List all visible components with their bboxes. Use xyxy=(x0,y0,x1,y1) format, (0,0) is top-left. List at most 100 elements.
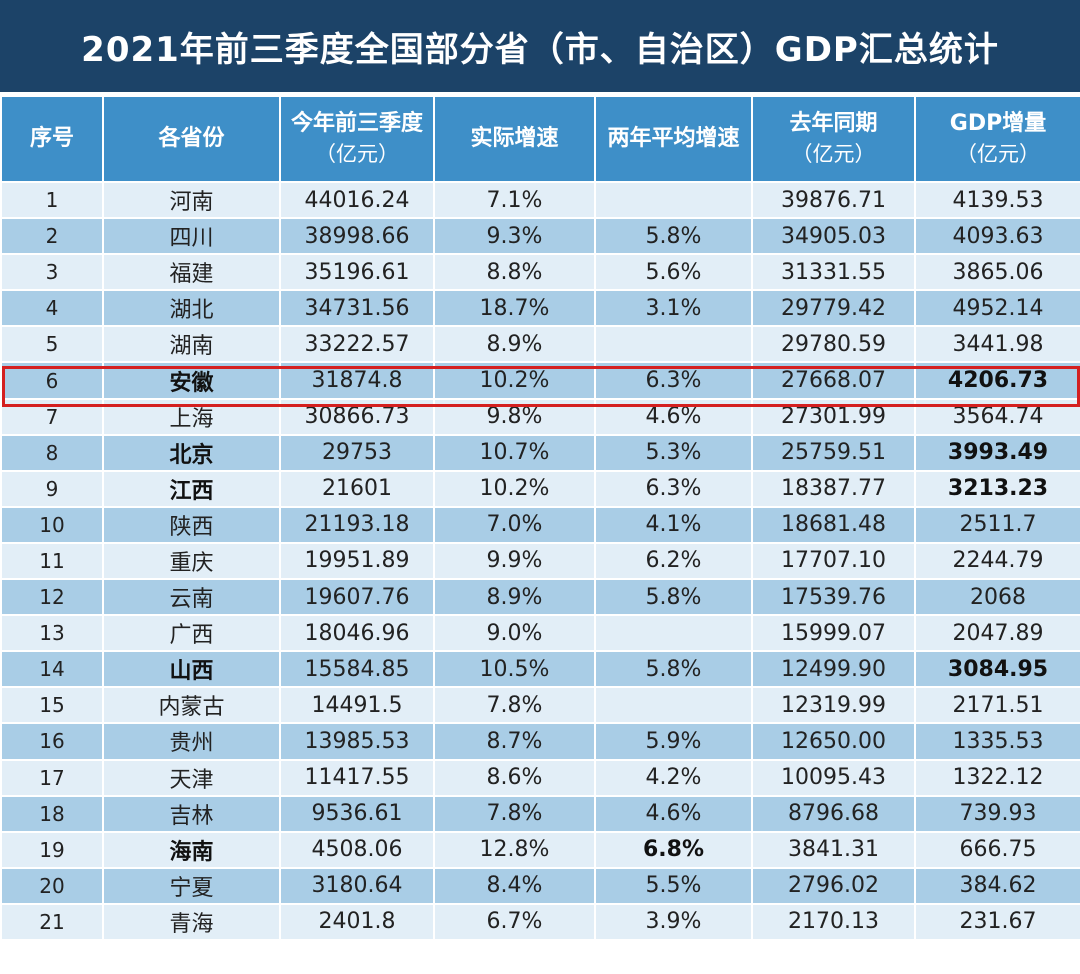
last-year-value: 25759.51 xyxy=(751,433,916,472)
last-year-value: 39876.71 xyxy=(751,180,916,220)
province-name: 湖北 xyxy=(102,289,281,328)
gdp-increase: 3441.98 xyxy=(914,325,1080,364)
province-name: 陕西 xyxy=(102,505,281,544)
last-year-value: 2170.13 xyxy=(751,902,916,941)
table-row: 21 青海 2401.8 6.7% 3.9% 2170.13 231.67 xyxy=(0,902,1080,941)
gdp-value: 19951.89 xyxy=(279,541,435,581)
row-index: 3 xyxy=(0,253,104,292)
province-name: 吉林 xyxy=(102,794,281,833)
province-name: 安徽 xyxy=(102,361,281,400)
actual-growth: 7.0% xyxy=(433,505,596,544)
gdp-value: 34731.56 xyxy=(279,289,435,328)
province-name: 北京 xyxy=(102,433,281,472)
gdp-value: 13985.53 xyxy=(279,722,435,761)
row-index: 1 xyxy=(0,180,104,220)
row-index: 2 xyxy=(0,217,104,256)
table-row: 4 湖北 34731.56 18.7% 3.1% 29779.42 4952.14 xyxy=(0,289,1080,328)
province-name: 福建 xyxy=(102,253,281,292)
last-year-value: 29779.42 xyxy=(751,289,916,328)
last-year-value: 18681.48 xyxy=(751,505,916,544)
table-row: 5 湖南 33222.57 8.9% 29780.59 3441.98 xyxy=(0,325,1080,364)
last-year-value: 29780.59 xyxy=(751,325,916,364)
table-row: 11 重庆 19951.89 9.9% 6.2% 17707.10 2244.79 xyxy=(0,541,1080,581)
row-index: 19 xyxy=(0,830,104,869)
gdp-increase: 1322.12 xyxy=(914,758,1080,797)
gdp-value: 33222.57 xyxy=(279,325,435,364)
row-index: 14 xyxy=(0,650,104,689)
gdp-increase: 739.93 xyxy=(914,794,1080,833)
last-year-value: 17707.10 xyxy=(751,541,916,581)
gdp-value: 29753 xyxy=(279,433,435,472)
gdp-increase: 4139.53 xyxy=(914,180,1080,220)
header-province: 各省份 xyxy=(102,95,281,183)
row-index: 12 xyxy=(0,578,104,617)
row-index: 4 xyxy=(0,289,104,328)
table-header-row: 序号 各省份 今年前三季度 （亿元） 实际增速 两年平均增速 去年同期 （亿元） G… xyxy=(0,95,1080,183)
two-year-avg-growth: 5.9% xyxy=(594,722,753,761)
header-last-year: 去年同期 （亿元） xyxy=(751,95,916,183)
table-row: 17 天津 11417.55 8.6% 4.2% 10095.43 1322.12 xyxy=(0,758,1080,797)
actual-growth: 8.4% xyxy=(433,866,596,905)
row-index: 6 xyxy=(0,361,104,400)
table-row: 3 福建 35196.61 8.8% 5.6% 31331.55 3865.06 xyxy=(0,253,1080,292)
gdp-value: 44016.24 xyxy=(279,180,435,220)
table-row: 18 吉林 9536.61 7.8% 4.6% 8796.68 739.93 xyxy=(0,794,1080,833)
row-index: 20 xyxy=(0,866,104,905)
gdp-value: 21601 xyxy=(279,469,435,508)
actual-growth: 8.6% xyxy=(433,758,596,797)
gdp-increase: 1335.53 xyxy=(914,722,1080,761)
gdp-value: 15584.85 xyxy=(279,650,435,689)
last-year-value: 12319.99 xyxy=(751,686,916,725)
gdp-value: 9536.61 xyxy=(279,794,435,833)
gdp-value: 38998.66 xyxy=(279,217,435,256)
header-gdp-increase: GDP增量 （亿元） xyxy=(914,95,1080,183)
actual-growth: 7.8% xyxy=(433,686,596,725)
table-row: 20 宁夏 3180.64 8.4% 5.5% 2796.02 384.62 xyxy=(0,866,1080,905)
last-year-value: 27301.99 xyxy=(751,397,916,436)
actual-growth: 8.8% xyxy=(433,253,596,292)
actual-growth: 10.2% xyxy=(433,469,596,508)
gdp-value: 3180.64 xyxy=(279,866,435,905)
gdp-increase: 2244.79 xyxy=(914,541,1080,581)
table-row: 16 贵州 13985.53 8.7% 5.9% 12650.00 1335.53 xyxy=(0,722,1080,761)
row-index: 16 xyxy=(0,722,104,761)
two-year-avg-growth: 5.8% xyxy=(594,650,753,689)
two-year-avg-growth: 3.1% xyxy=(594,289,753,328)
two-year-avg-growth: 5.5% xyxy=(594,866,753,905)
province-name: 内蒙古 xyxy=(102,686,281,725)
row-index: 18 xyxy=(0,794,104,833)
actual-growth: 9.0% xyxy=(433,614,596,653)
gdp-increase: 666.75 xyxy=(914,830,1080,869)
gdp-increase: 3084.95 xyxy=(914,650,1080,689)
last-year-value: 2796.02 xyxy=(751,866,916,905)
table-body: 1 河南 44016.24 7.1% 39876.71 4139.53 2 四川 38998.6… xyxy=(0,180,1080,941)
actual-growth: 10.7% xyxy=(433,433,596,472)
last-year-value: 3841.31 xyxy=(751,830,916,869)
table-row: 1 河南 44016.24 7.1% 39876.71 4139.53 xyxy=(0,180,1080,220)
province-name: 重庆 xyxy=(102,541,281,581)
actual-growth: 9.9% xyxy=(433,541,596,581)
last-year-value: 18387.77 xyxy=(751,469,916,508)
province-name: 云南 xyxy=(102,578,281,617)
row-index: 21 xyxy=(0,902,104,941)
actual-growth: 9.3% xyxy=(433,217,596,256)
two-year-avg-growth: 6.8% xyxy=(594,830,753,869)
two-year-avg-growth: 5.8% xyxy=(594,578,753,617)
two-year-avg-growth xyxy=(594,325,753,364)
gdp-value: 31874.8 xyxy=(279,361,435,400)
province-name: 宁夏 xyxy=(102,866,281,905)
last-year-value: 12650.00 xyxy=(751,722,916,761)
gdp-table: 序号 各省份 今年前三季度 （亿元） 实际增速 两年平均增速 去年同期 （亿元） G… xyxy=(0,95,1080,941)
gdp-increase: 231.67 xyxy=(914,902,1080,941)
last-year-value: 10095.43 xyxy=(751,758,916,797)
table-row: 13 广西 18046.96 9.0% 15999.07 2047.89 xyxy=(0,614,1080,653)
gdp-value: 4508.06 xyxy=(279,830,435,869)
two-year-avg-growth: 3.9% xyxy=(594,902,753,941)
province-name: 海南 xyxy=(102,830,281,869)
last-year-value: 34905.03 xyxy=(751,217,916,256)
gdp-increase: 2511.7 xyxy=(914,505,1080,544)
row-index: 13 xyxy=(0,614,104,653)
actual-growth: 7.1% xyxy=(433,180,596,220)
gdp-increase: 4952.14 xyxy=(914,289,1080,328)
